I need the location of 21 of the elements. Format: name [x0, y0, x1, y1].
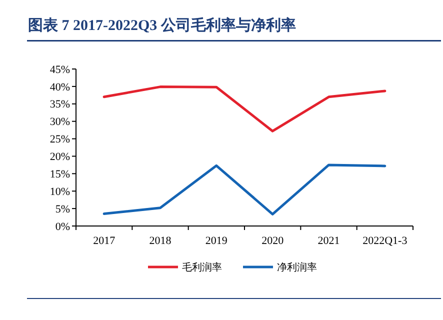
x-tick-label: 2022Q1-3: [362, 235, 408, 247]
y-tick-label: 30%: [50, 116, 70, 128]
chart-title: 图表 7 2017-2022Q3 公司毛利率与净利率: [28, 16, 296, 34]
y-tick-label: 25%: [50, 134, 70, 146]
y-tick-label: 0%: [55, 220, 70, 233]
line-series: [102, 164, 386, 216]
x-tick-label: 2019: [205, 235, 228, 247]
legend-label: 净利润率: [277, 262, 317, 274]
x-tick-label: 2018: [149, 235, 172, 247]
x-tick-label: 2020: [262, 235, 284, 247]
y-tick-label: 45%: [50, 64, 70, 76]
legend-label: 毛利润率: [182, 262, 222, 274]
y-tick-label: 10%: [50, 186, 70, 198]
y-tick-label: 20%: [50, 151, 70, 164]
line-series: [102, 86, 386, 132]
y-tick-label: 35%: [50, 98, 70, 111]
x-tick-label: 2017: [93, 235, 116, 247]
y-tick-label: 5%: [55, 203, 70, 216]
y-tick-label: 40%: [50, 81, 70, 94]
x-tick-label: 2021: [318, 235, 340, 247]
y-tick-label: 15%: [50, 168, 70, 181]
